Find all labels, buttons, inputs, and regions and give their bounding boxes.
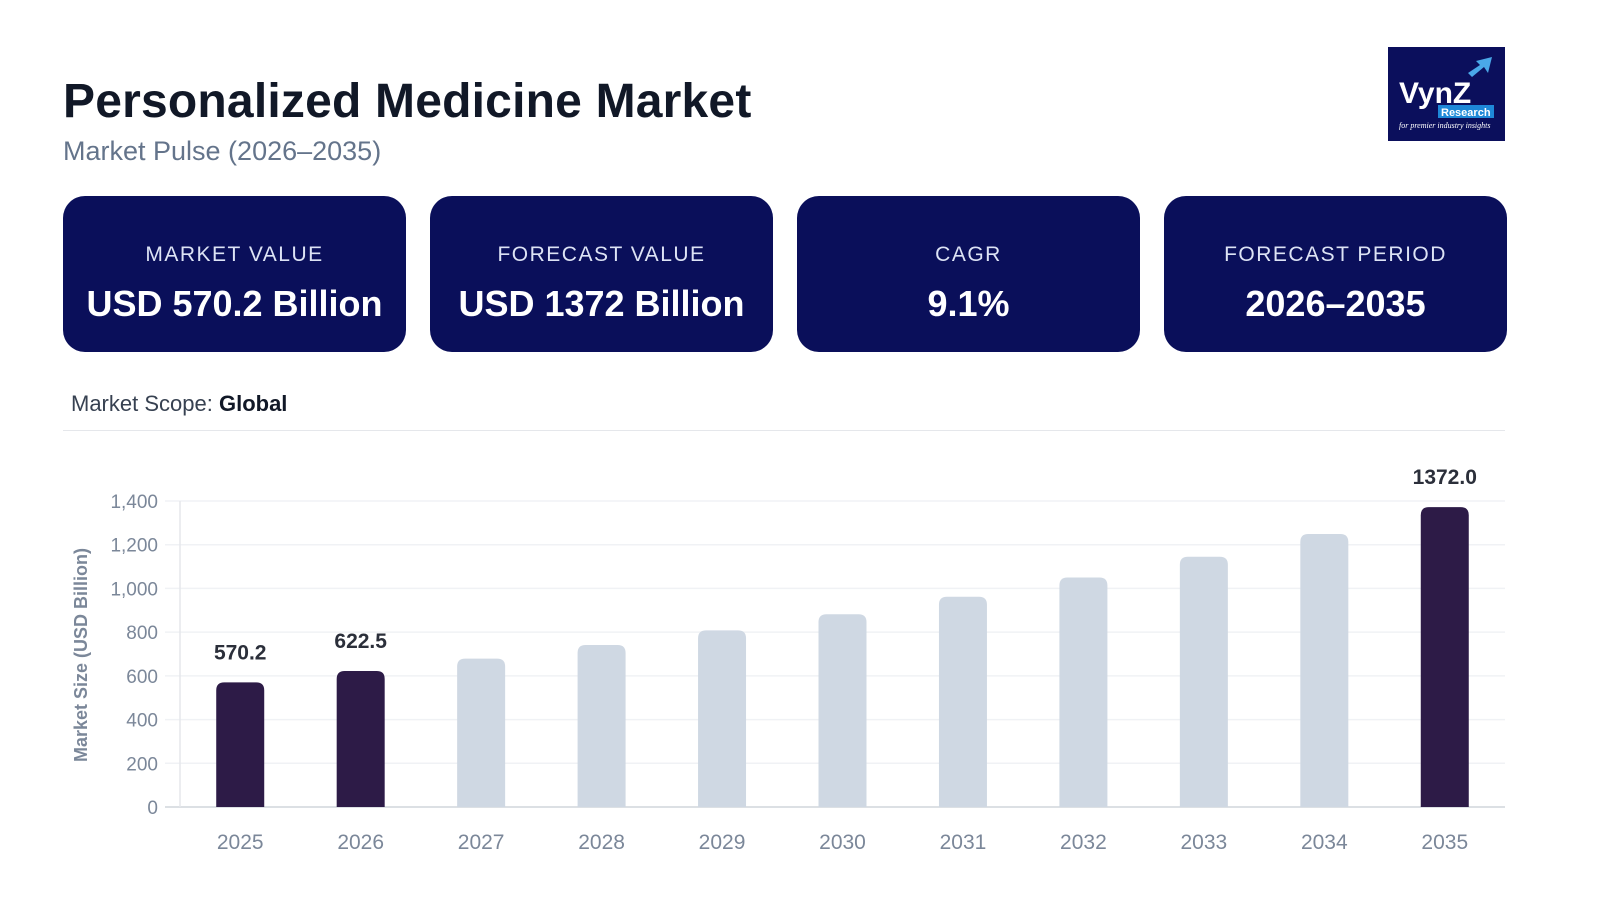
bar-2030: [818, 614, 867, 807]
card-forecast-period: FORECAST PERIOD 2026–2035: [1164, 196, 1507, 352]
svg-text:VynZ: VynZ: [1399, 77, 1471, 110]
bar-chart: Market Size (USD Billion) 0 200 400 600 800 1…: [71, 466, 1505, 854]
y-axis-label: Market Size (USD Billion): [71, 548, 91, 762]
vynz-logo: VynZ Research for premier industry insig…: [1388, 47, 1505, 141]
y-tick-label: 1,400: [110, 492, 158, 513]
card-cagr: CAGR 9.1%: [797, 196, 1140, 352]
bar-2031: [938, 596, 987, 807]
card-value: 2026–2035: [1245, 283, 1426, 324]
y-tick-label: 0: [147, 798, 158, 819]
card-label: FORECAST VALUE: [497, 243, 706, 266]
x-tick-label: 2029: [699, 831, 746, 854]
card-label: FORECAST PERIOD: [1224, 243, 1447, 266]
bar-2028: [577, 645, 626, 807]
x-tick-label: 2030: [819, 831, 866, 854]
page-subtitle: Market Pulse (2026–2035): [63, 136, 382, 166]
data-label: 622.5: [334, 630, 387, 653]
data-label: 1372.0: [1413, 466, 1477, 489]
card-forecast-value: FORECAST VALUE USD 1372 Billion: [430, 196, 773, 352]
x-tick-label: 2025: [217, 831, 264, 854]
x-tick-label: 2026: [337, 831, 384, 854]
card-market-value: MARKET VALUE USD 570.2 Billion: [63, 196, 406, 352]
market-scope: Market Scope: Global: [71, 391, 287, 417]
bar-2029: [698, 630, 747, 807]
card-label: CAGR: [935, 243, 1002, 266]
y-tick-label: 1,200: [110, 536, 158, 557]
y-tick-label: 1,000: [110, 579, 158, 600]
bar-2033: [1179, 556, 1228, 807]
svg-text:for premier industry insights: for premier industry insights: [1399, 121, 1490, 130]
bar-2027: [457, 658, 506, 807]
bar-2035: [1420, 507, 1469, 807]
x-tick-label: 2028: [578, 831, 625, 854]
y-tick-label: 800: [126, 623, 158, 644]
y-tick-label: 200: [126, 754, 158, 775]
kpi-cards: MARKET VALUE USD 570.2 Billion FORECAST …: [63, 196, 1507, 352]
bar-2034: [1300, 534, 1349, 807]
card-label: MARKET VALUE: [145, 243, 324, 266]
bar-2032: [1059, 577, 1108, 807]
x-tick-label: 2034: [1301, 831, 1348, 854]
divider: [63, 430, 1505, 431]
bar-2026: [336, 670, 385, 807]
card-value: USD 570.2 Billion: [86, 283, 383, 324]
page-title: Personalized Medicine Market: [63, 75, 752, 128]
x-tick-label: 2035: [1421, 831, 1468, 854]
svg-text:Research: Research: [1441, 107, 1491, 119]
card-value: USD 1372 Billion: [458, 283, 745, 324]
y-tick-label: 400: [126, 711, 158, 732]
scope-value: Global: [218, 391, 288, 416]
scope-label: Market Scope:: [71, 391, 213, 416]
data-label: 570.2: [214, 641, 267, 664]
x-tick-label: 2027: [458, 831, 505, 854]
x-tick-label: 2033: [1181, 831, 1228, 854]
x-tick-label: 2031: [940, 831, 987, 854]
x-tick-label: 2032: [1060, 831, 1107, 854]
y-tick-label: 600: [126, 667, 158, 688]
card-value: 9.1%: [927, 283, 1010, 324]
bar-2025: [216, 682, 265, 807]
